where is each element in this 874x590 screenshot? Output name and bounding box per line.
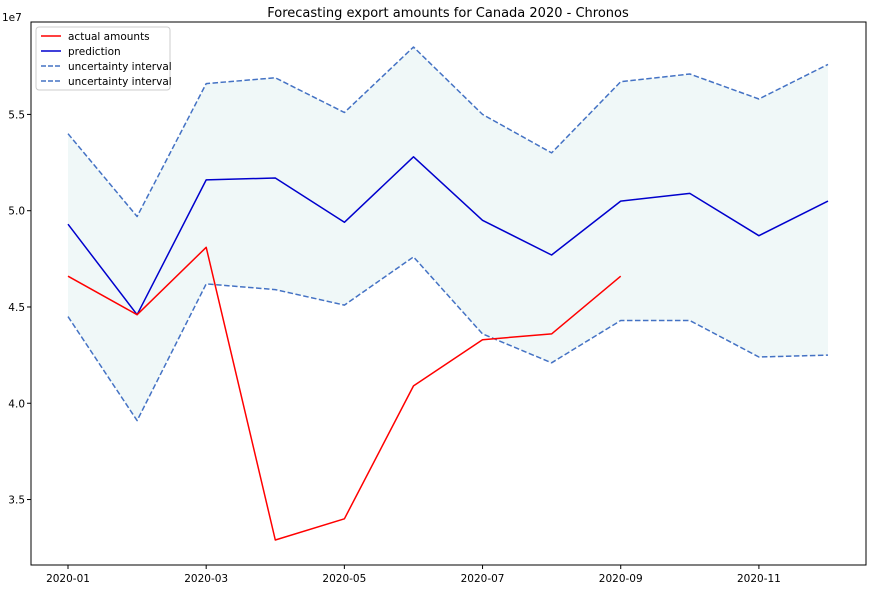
uncertainty-band [68, 47, 828, 421]
plot-frame [30, 21, 867, 566]
x-axis: 2020-01 2020-03 2020-05 2020-07 2020-09 2020-… [46, 565, 781, 585]
series-line-uncertainty-interval-lower [67, 256, 829, 422]
x-tick-label: 2020-09 [599, 573, 643, 585]
uncertainty-band-area [68, 47, 828, 421]
series-line-actual-amounts [67, 246, 622, 541]
chart-title: Forecasting export amounts for Canada 20… [267, 6, 629, 21]
x-tick-label: 2020-11 [737, 573, 781, 585]
legend-label-actual-amounts: actual amounts [68, 31, 150, 43]
legend: actual amounts prediction uncertainty inte… [35, 26, 172, 91]
legend-label-uncertainty-interval: uncertainty interval [68, 76, 172, 88]
y-tick-label: 4.5 [8, 302, 25, 314]
legend-label-uncertainty-interval: uncertainty interval [68, 61, 172, 73]
series-line-prediction [67, 156, 829, 316]
legend-box [35, 26, 171, 91]
y-tick-label: 5.0 [8, 206, 25, 218]
y-multiplier-label: 1e7 [2, 12, 22, 24]
x-tick-label: 2020-03 [184, 573, 228, 585]
series-lines [67, 46, 829, 541]
series-line-uncertainty-interval-upper [67, 46, 829, 218]
y-tick-label: 5.5 [8, 109, 25, 121]
x-tick-label: 2020-07 [461, 573, 505, 585]
x-tick-label: 2020-05 [322, 573, 366, 585]
x-tick-label: 2020-01 [46, 573, 90, 585]
y-tick-label: 3.5 [8, 495, 25, 507]
legend-label-prediction: prediction [68, 46, 121, 58]
y-axis: 3.5 4.0 4.5 5.0 5.5 [8, 109, 31, 507]
y-tick-label: 4.0 [8, 398, 25, 410]
